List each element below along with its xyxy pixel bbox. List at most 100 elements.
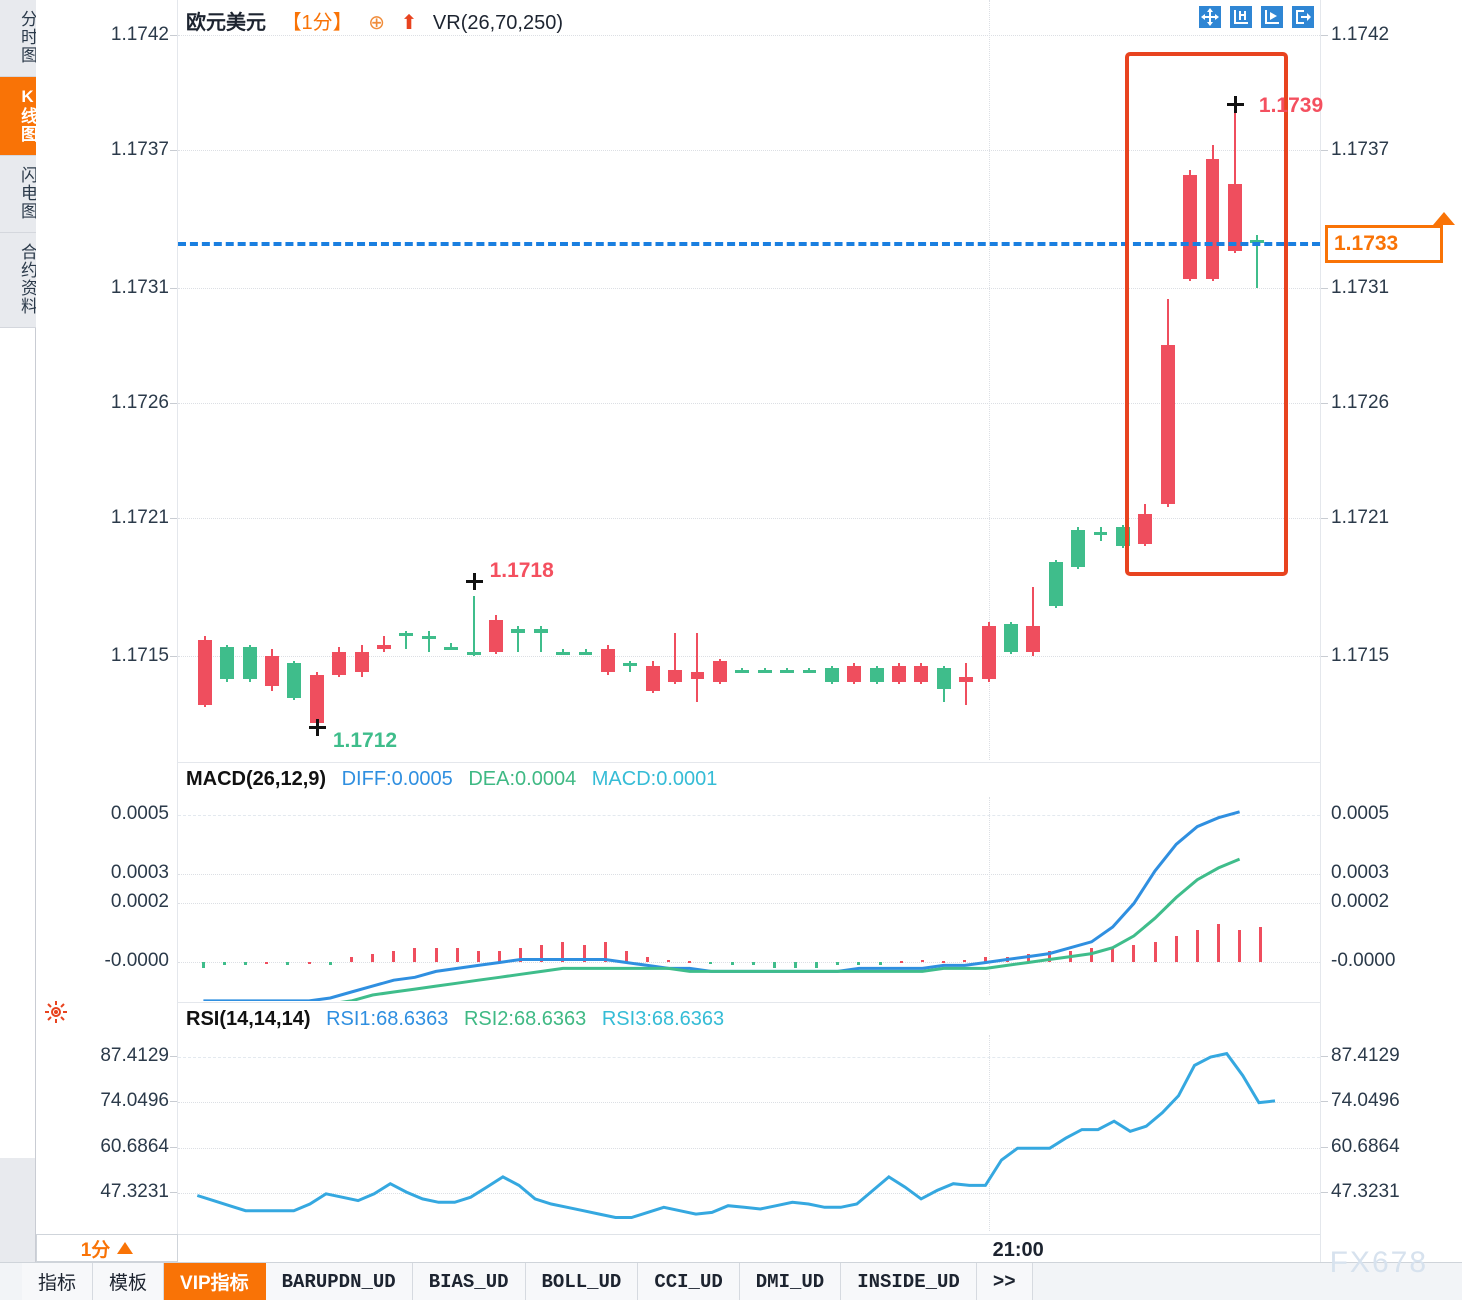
candle [399, 0, 414, 760]
candle-wick [539, 626, 542, 652]
tab-vip-indicators[interactable]: VIP指标 [164, 1263, 266, 1300]
candle [444, 0, 459, 760]
candle-body [354, 651, 369, 673]
candle [981, 0, 996, 760]
rsi-tick-label: 47.3231 [1331, 1180, 1400, 1202]
macd-bar [624, 950, 628, 963]
rsi3-label: RSI3:68.6363 [601, 1008, 725, 1030]
candle [377, 0, 391, 760]
tick-mark [170, 34, 177, 36]
candle-body [824, 667, 839, 682]
macd-bar [1238, 929, 1242, 963]
macd-bar [751, 962, 755, 966]
time-gridline [988, 0, 990, 760]
macd-tick-label: -0.0000 [104, 950, 169, 972]
time-axis: 21:00 [178, 1234, 1320, 1262]
price-pane-title: 欧元美元 【1分】 ⊕ ⬆ VR(26,70,250) [186, 6, 563, 35]
crosshair-move-icon[interactable] [1197, 4, 1223, 30]
sidebar-item-timeline[interactable]: 分时图 [0, 0, 37, 77]
tab-bias-ud[interactable]: BIAS_UD [412, 1263, 526, 1300]
settings-gear-icon[interactable] [44, 1000, 68, 1024]
current-price-tag[interactable]: 1.1733 [1325, 224, 1443, 263]
triangle-up-icon [117, 1242, 134, 1254]
tab-templates[interactable]: 模板 [93, 1263, 165, 1300]
rsi-line [196, 1051, 1276, 1219]
tick-mark [170, 656, 177, 658]
crosshair-icon[interactable]: ⊕ [368, 12, 386, 34]
tick-mark [1321, 518, 1328, 520]
timeframe-button[interactable]: 1分 [36, 1234, 178, 1262]
gridline [178, 287, 1320, 289]
tab-more[interactable]: >> [976, 1263, 1033, 1300]
sidebar-item-lightning[interactable]: 闪电图 [0, 156, 37, 233]
low-price-label: 1.1712 [332, 729, 398, 753]
tick-mark [170, 518, 177, 520]
candle [511, 0, 526, 760]
macd-tick-label: 0.0002 [110, 891, 169, 913]
candlestick-pane[interactable]: 欧元美元 【1分】 ⊕ ⬆ VR(26,70,250) 1.1739 1.1718… [178, 0, 1323, 760]
tick-mark [1321, 149, 1328, 151]
timeframe-label: 1分 [80, 1239, 111, 1261]
rsi-tick-label: 60.6864 [1331, 1135, 1400, 1157]
candle [197, 0, 212, 760]
macd-bar [201, 962, 205, 969]
macd-bar [920, 959, 924, 963]
candle [287, 0, 302, 760]
candle-body [511, 628, 526, 634]
price-tick-label: 1.1742 [110, 23, 169, 45]
tab-barupdn-ud[interactable]: BARUPDN_UD [265, 1263, 413, 1300]
candle-body [287, 663, 302, 698]
candle-wick [427, 631, 430, 652]
price-tick-label: 1.1715 [1331, 645, 1390, 667]
gridline [178, 1147, 1320, 1149]
candle-body [1138, 513, 1153, 544]
candle [1048, 0, 1063, 760]
tab-inside-ud[interactable]: INSIDE_UD [841, 1263, 977, 1300]
chart-exit-icon[interactable] [1290, 4, 1316, 30]
candle [466, 0, 481, 760]
tab-dmi-ud[interactable]: DMI_UD [739, 1263, 842, 1300]
candle-wick [383, 635, 385, 652]
tab-indicators[interactable]: 指标 [22, 1263, 94, 1300]
candle [1004, 0, 1018, 760]
chart-measure-icon[interactable] [1228, 4, 1254, 30]
tab-boll-ud[interactable]: BOLL_UD [525, 1263, 639, 1300]
macd-diff-label: DIFF:0.0005 [341, 768, 453, 790]
candle-wick [450, 642, 453, 650]
macd-bar [1047, 950, 1051, 963]
sidebar-item-contract-info[interactable]: 合约资料 [0, 233, 37, 328]
macd-dea-label: DEA:0.0004 [468, 768, 577, 790]
macd-bar [519, 947, 523, 963]
plot-column: 欧元美元 【1分】 ⊕ ⬆ VR(26,70,250) 1.1739 1.1718… [178, 0, 1323, 1262]
price-tick-label: 1.1731 [1331, 276, 1390, 298]
bottom-indicator-bar: 指标 模板 VIP指标 BARUPDN_UD BIAS_UD BOLL_UD CCI_UD D… [0, 1262, 1462, 1300]
watermark: FX678 [1329, 1246, 1428, 1279]
tick-mark [170, 1056, 177, 1058]
tab-cci-ud[interactable]: CCI_UD [638, 1263, 740, 1300]
macd-tick-label: -0.0000 [1331, 950, 1396, 972]
candle-wick [674, 633, 677, 684]
candle-body [1093, 532, 1108, 535]
candle-body [421, 635, 436, 639]
candle-body [892, 665, 906, 682]
macd-dea-line [340, 857, 1241, 1001]
macd-bar [540, 944, 544, 963]
candle [332, 0, 347, 760]
price-axis-right: 1.1742 1.1737 1.1731 1.1726 1.1721 1.1715 1.17… [1320, 0, 1462, 1262]
rsi-pane[interactable]: RSI(14,14,14) RSI1:68.6363 RSI2:68.6363 … [178, 1002, 1320, 1234]
gridline [178, 656, 1320, 658]
macd-tick-label: 0.0002 [1331, 891, 1390, 913]
candle-body [578, 651, 593, 655]
price-tick-label: 1.1731 [110, 276, 169, 298]
gridline [178, 34, 1320, 36]
sidebar-item-kline[interactable]: K线图 [0, 77, 37, 156]
macd-bar [328, 962, 332, 966]
macd-bar [476, 950, 480, 963]
candle-body [1160, 345, 1175, 505]
price-tick-label: 1.1737 [110, 138, 169, 160]
candle-body [1116, 527, 1130, 546]
macd-lines [203, 810, 1241, 1001]
macd-pane[interactable]: MACD(26,12,9) DIFF:0.0005 DEA:0.0004 MAC… [178, 762, 1320, 1001]
chart-zoom-icon[interactable] [1259, 4, 1285, 30]
